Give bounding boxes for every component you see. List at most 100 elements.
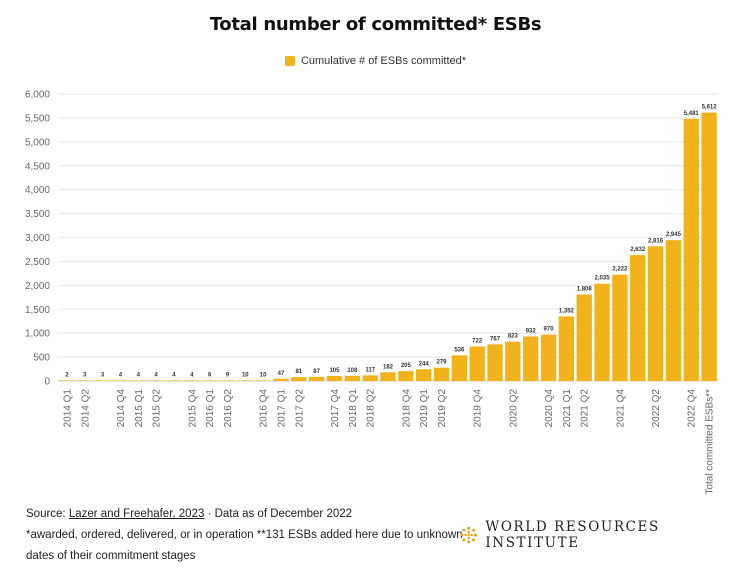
data-label: 2,816 bbox=[648, 238, 664, 244]
y-tick-label: 4,500 bbox=[25, 161, 50, 172]
x-tick-label: 2018 Q4 bbox=[401, 389, 412, 428]
bar bbox=[665, 240, 682, 381]
bar bbox=[380, 372, 396, 381]
y-tick-label: 2,000 bbox=[25, 281, 50, 292]
bar bbox=[469, 346, 485, 381]
x-tick-label: 2020 Q4 bbox=[544, 389, 555, 428]
data-label: 4 bbox=[137, 372, 141, 378]
data-label: 5,612 bbox=[702, 105, 718, 111]
x-tick-label: 2014 Q2 bbox=[80, 389, 91, 428]
data-label: 9 bbox=[226, 372, 230, 378]
x-tick-label: 2021 Q4 bbox=[615, 389, 626, 428]
bar bbox=[166, 380, 182, 381]
data-label: 117 bbox=[365, 367, 375, 373]
data-label: 5,481 bbox=[684, 111, 700, 117]
bar bbox=[612, 274, 628, 381]
bar bbox=[487, 344, 503, 381]
bar bbox=[201, 380, 218, 381]
data-label: 108 bbox=[347, 368, 358, 374]
y-tick-label: 6,000 bbox=[25, 90, 50, 101]
bar bbox=[701, 112, 717, 382]
data-label: 2,035 bbox=[595, 276, 611, 282]
y-tick-label: 3,500 bbox=[25, 209, 50, 220]
bar bbox=[523, 336, 539, 381]
y-tick-label: 4,000 bbox=[25, 185, 50, 196]
source-suffix: · Data as of December 2022 bbox=[204, 508, 353, 520]
bar bbox=[683, 118, 699, 381]
legend-swatch bbox=[284, 56, 295, 66]
data-label: 2 bbox=[65, 372, 69, 378]
x-tick-label: 2022 Q2 bbox=[651, 389, 662, 428]
x-tick-label: 2021 Q2 bbox=[580, 389, 591, 428]
x-tick-label: 2019 Q1 bbox=[419, 389, 430, 428]
x-tick-label: 2022 Q4 bbox=[687, 389, 698, 428]
wri-logo-icon bbox=[460, 526, 477, 544]
bar bbox=[148, 380, 164, 381]
bar bbox=[416, 369, 432, 381]
footnote: *awarded, ordered, delivered, or in oper… bbox=[26, 529, 463, 562]
bar bbox=[594, 283, 610, 381]
data-label: 722 bbox=[472, 338, 483, 344]
data-label: 6 bbox=[208, 372, 212, 378]
y-tick-label: 0 bbox=[44, 377, 50, 388]
bar bbox=[647, 246, 664, 381]
x-tick-label: 2014 Q1 bbox=[62, 389, 73, 428]
y-tick-label: 1,500 bbox=[25, 305, 50, 316]
bar bbox=[255, 380, 271, 381]
x-tick-label: 2018 Q2 bbox=[366, 389, 377, 428]
y-tick-label: 5,000 bbox=[25, 137, 50, 148]
bar bbox=[94, 380, 111, 381]
data-label: 1,352 bbox=[559, 308, 575, 314]
bar bbox=[273, 378, 289, 381]
data-label: 4 bbox=[154, 372, 158, 378]
bar bbox=[451, 355, 468, 381]
bar bbox=[433, 367, 450, 381]
bar bbox=[130, 380, 146, 381]
wri-name: WORLD RESOURCES INSTITUTE bbox=[485, 519, 660, 551]
bar bbox=[505, 341, 521, 381]
source-line: Source: Lazer and Freehafer, 2023 · Data… bbox=[26, 504, 466, 525]
data-label: 4 bbox=[172, 372, 176, 378]
bar bbox=[362, 375, 378, 381]
bar-chart: 0 500 1,000 1,500 2,000 2,500 3,000 3,500 4,000 4… bbox=[25, 90, 718, 495]
chart-legend: Cumulative # of ESBs committed* bbox=[0, 55, 751, 67]
data-label: 182 bbox=[383, 364, 394, 370]
chart-title: Total number of committed* ESBs bbox=[209, 14, 542, 35]
data-label: 279 bbox=[437, 360, 448, 366]
data-label: 10 bbox=[260, 372, 267, 378]
bar bbox=[540, 334, 557, 381]
y-tick-label: 1,000 bbox=[25, 329, 50, 340]
x-tick-label: 2016 Q2 bbox=[223, 389, 234, 428]
bar bbox=[59, 380, 75, 381]
source-prefix: Source: bbox=[26, 508, 69, 520]
data-label: 536 bbox=[454, 347, 465, 353]
bar bbox=[112, 380, 129, 381]
bar bbox=[237, 380, 253, 381]
source-link[interactable]: Lazer and Freehafer, 2023 bbox=[68, 508, 205, 520]
x-tick-label: 2020 Q2 bbox=[508, 389, 519, 428]
data-label: 970 bbox=[544, 327, 555, 333]
data-label: 2,222 bbox=[612, 267, 628, 273]
data-label: 105 bbox=[329, 368, 340, 374]
bar bbox=[630, 255, 646, 381]
bar bbox=[308, 376, 325, 381]
bar bbox=[326, 375, 343, 381]
x-tick-label: 2016 Q4 bbox=[259, 389, 270, 428]
x-tick-label: 2017 Q2 bbox=[294, 389, 305, 428]
data-label: 3 bbox=[83, 372, 87, 378]
x-tick-label: 2017 Q1 bbox=[276, 389, 287, 428]
x-tick-label: 2019 Q4 bbox=[473, 389, 484, 428]
x-tick-label: 2021 Q1 bbox=[562, 389, 573, 428]
bar bbox=[291, 377, 307, 381]
data-label: 10 bbox=[242, 372, 249, 378]
data-label: 81 bbox=[295, 369, 302, 375]
x-tick-label: 2016 Q1 bbox=[205, 389, 216, 428]
data-label: 244 bbox=[419, 361, 430, 367]
data-label: 4 bbox=[190, 372, 194, 378]
bar bbox=[558, 316, 575, 381]
data-label: 2,632 bbox=[630, 247, 646, 253]
data-label: 205 bbox=[401, 363, 412, 369]
data-label: 1,808 bbox=[577, 287, 593, 293]
bar bbox=[77, 380, 93, 381]
legend-label: Cumulative # of ESBs committed* bbox=[300, 55, 467, 67]
